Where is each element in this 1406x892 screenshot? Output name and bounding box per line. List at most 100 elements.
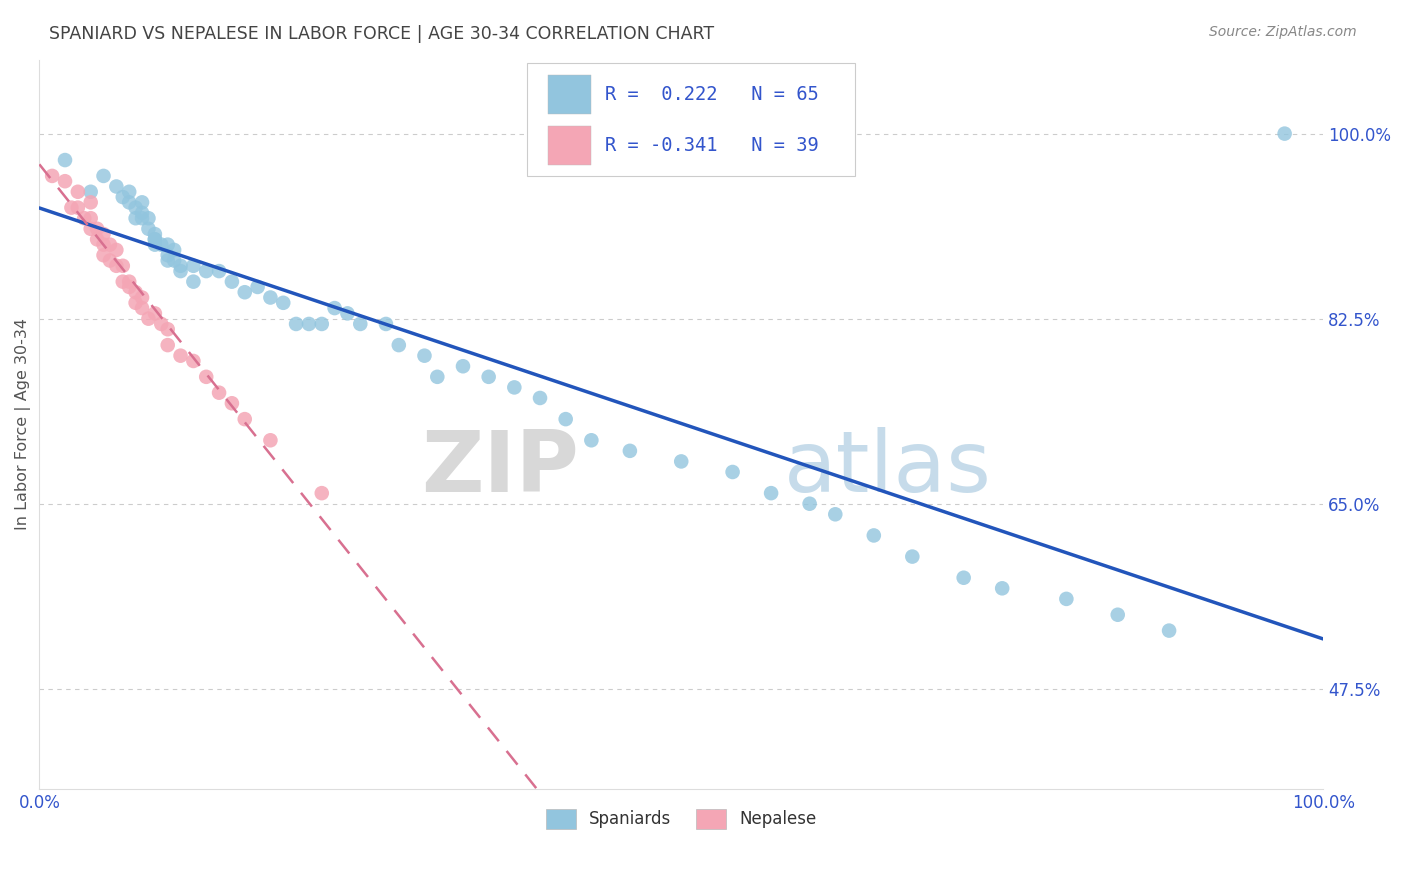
Point [98, 237, 121, 252]
Point [478, 369, 501, 384]
Point [554, 412, 576, 426]
Point [259, 434, 281, 448]
Point [105, 259, 128, 273]
Point [862, 528, 884, 542]
Point [195, 369, 218, 384]
Point [721, 465, 744, 479]
Point [991, 582, 1014, 596]
Point [156, 338, 179, 352]
Point [1107, 607, 1129, 622]
Point [73, 211, 96, 226]
Point [150, 317, 173, 331]
FancyBboxPatch shape [527, 63, 855, 177]
Point [156, 237, 179, 252]
Point [53, 153, 76, 167]
Point [143, 306, 166, 320]
Point [131, 206, 153, 220]
Point [138, 311, 160, 326]
Point [79, 211, 101, 226]
Point [156, 253, 179, 268]
Point [118, 185, 141, 199]
Point [426, 369, 449, 384]
Point [221, 275, 243, 289]
Point [581, 434, 603, 448]
Point [79, 195, 101, 210]
Point [118, 195, 141, 210]
Point [349, 317, 371, 331]
Point [503, 380, 526, 394]
Point [93, 237, 115, 252]
Point [183, 275, 205, 289]
Point [323, 301, 346, 315]
Point [221, 396, 243, 410]
Point [105, 179, 128, 194]
Point [79, 221, 101, 235]
Point [150, 237, 173, 252]
Point [118, 275, 141, 289]
Text: SPANIARD VS NEPALESE IN LABOR FORCE | AGE 30-34 CORRELATION CHART: SPANIARD VS NEPALESE IN LABOR FORCE | AG… [49, 25, 714, 43]
Text: Source: ZipAtlas.com: Source: ZipAtlas.com [1209, 25, 1357, 39]
Text: atlas: atlas [785, 426, 993, 509]
Point [156, 322, 179, 336]
Point [413, 349, 436, 363]
Point [1157, 624, 1180, 638]
Point [111, 275, 134, 289]
Point [259, 291, 281, 305]
Legend: Spaniards, Nepalese: Spaniards, Nepalese [538, 802, 824, 836]
Point [233, 412, 256, 426]
Point [799, 497, 821, 511]
Point [336, 306, 359, 320]
Point [163, 243, 186, 257]
Point [79, 185, 101, 199]
Point [1054, 591, 1077, 606]
Point [131, 211, 153, 226]
Point [183, 259, 205, 273]
Point [124, 295, 146, 310]
Point [93, 169, 115, 183]
Point [131, 301, 153, 315]
Point [375, 317, 398, 331]
Point [111, 259, 134, 273]
Point [93, 248, 115, 262]
Point [298, 317, 321, 331]
Point [131, 195, 153, 210]
Point [285, 317, 308, 331]
Point [451, 359, 474, 374]
Point [195, 264, 218, 278]
Point [246, 280, 269, 294]
Point [118, 280, 141, 294]
Point [233, 285, 256, 300]
Point [41, 169, 63, 183]
Text: ZIP: ZIP [420, 426, 578, 509]
Point [671, 454, 693, 468]
Point [105, 243, 128, 257]
Point [86, 221, 108, 235]
Text: R = -0.341   N = 39: R = -0.341 N = 39 [606, 136, 820, 154]
Point [124, 285, 146, 300]
Point [143, 227, 166, 241]
Point [311, 317, 333, 331]
Point [169, 259, 191, 273]
Point [901, 549, 924, 564]
Point [311, 486, 333, 500]
Point [529, 391, 551, 405]
Point [138, 221, 160, 235]
Point [824, 508, 846, 522]
Point [163, 253, 186, 268]
Point [143, 232, 166, 246]
Point [66, 201, 89, 215]
Point [124, 211, 146, 226]
Point [759, 486, 782, 500]
Point [143, 232, 166, 246]
Point [169, 349, 191, 363]
Point [124, 201, 146, 215]
Point [60, 201, 83, 215]
Point [86, 232, 108, 246]
Point [388, 338, 411, 352]
Point [138, 211, 160, 226]
FancyBboxPatch shape [548, 126, 592, 165]
Point [156, 248, 179, 262]
Point [1274, 127, 1296, 141]
Y-axis label: In Labor Force | Age 30-34: In Labor Force | Age 30-34 [15, 318, 31, 531]
Point [271, 295, 294, 310]
